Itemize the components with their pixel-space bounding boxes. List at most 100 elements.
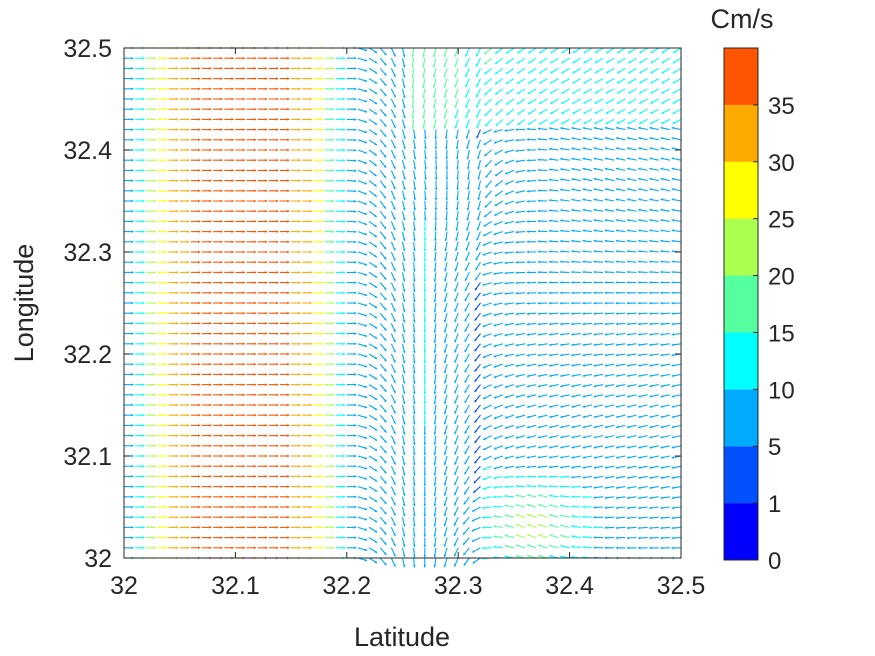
velocity-arrow-head xyxy=(582,281,585,284)
velocity-arrow-head xyxy=(186,240,190,244)
velocity-arrow-head xyxy=(342,271,346,274)
velocity-arrow-head xyxy=(393,288,396,292)
velocity-arrow-head xyxy=(506,91,509,95)
velocity-arrow-head xyxy=(660,208,663,212)
velocity-arrow-head xyxy=(403,146,406,149)
velocity-arrow-head xyxy=(209,220,212,223)
velocity-arrow-head xyxy=(628,70,631,74)
velocity-arrow-head xyxy=(220,118,223,121)
velocity-arrow-head xyxy=(432,105,436,109)
velocity-arrow-head xyxy=(298,424,301,427)
velocity-arrow-head xyxy=(477,156,480,160)
velocity-arrow-head xyxy=(374,305,378,308)
velocity-arrow-head xyxy=(264,464,268,468)
velocity-arrow-head xyxy=(264,250,268,254)
velocity-arrow-head xyxy=(649,425,652,429)
velocity-arrow-head xyxy=(320,342,323,346)
velocity-arrow-head xyxy=(482,376,486,379)
velocity-arrow-head xyxy=(198,383,201,386)
velocity-arrow-head xyxy=(582,343,585,347)
velocity-arrow-head xyxy=(198,128,201,131)
velocity-arrow-head xyxy=(153,311,156,315)
velocity-arrow-head xyxy=(383,460,387,464)
velocity-arrow-head xyxy=(560,494,563,498)
velocity-arrow-head xyxy=(571,250,574,253)
velocity-arrow-head xyxy=(153,464,156,468)
velocity-arrow-head xyxy=(484,214,487,218)
velocity-arrow-head xyxy=(242,107,245,111)
velocity-arrow-head xyxy=(412,565,416,568)
velocity-arrow-head xyxy=(142,260,145,264)
velocity-arrow-head xyxy=(198,454,201,458)
velocity-arrow-head xyxy=(153,281,156,284)
velocity-arrow-head xyxy=(482,253,486,256)
velocity-arrow-head xyxy=(639,101,642,104)
velocity-arrow-head xyxy=(264,158,268,162)
velocity-arrow-head xyxy=(650,91,653,94)
velocity-arrow-head xyxy=(298,413,301,417)
velocity-arrow-head xyxy=(198,138,201,142)
velocity-arrow-head xyxy=(402,544,406,547)
velocity-arrow-head xyxy=(402,432,406,435)
velocity-arrow-head xyxy=(412,422,416,425)
velocity-arrow-head xyxy=(264,301,268,305)
velocity-arrow-head xyxy=(374,458,378,461)
velocity-arrow-head xyxy=(383,552,387,555)
velocity-arrow-head xyxy=(604,239,608,243)
velocity-arrow-head xyxy=(560,374,563,378)
velocity-arrow-head xyxy=(583,111,587,114)
velocity-arrow-head xyxy=(175,526,179,529)
velocity-arrow-head xyxy=(374,204,377,207)
velocity-arrow-head xyxy=(142,220,145,223)
velocity-arrow-head xyxy=(649,516,652,520)
velocity-arrow-head xyxy=(627,198,630,201)
velocity-arrow-head xyxy=(454,258,458,262)
velocity-arrow-head xyxy=(638,496,641,500)
velocity-arrow-head xyxy=(354,118,357,121)
velocity-arrow-head xyxy=(504,202,508,205)
velocity-arrow-head xyxy=(393,370,396,373)
velocity-arrow-head xyxy=(164,220,167,223)
velocity-arrow-head xyxy=(537,281,541,284)
velocity-arrow-head xyxy=(539,81,542,84)
velocity-arrow-head xyxy=(231,454,234,458)
velocity-arrow-head xyxy=(309,301,312,305)
velocity-arrow-head xyxy=(264,291,268,295)
velocity-arrow-head xyxy=(593,384,597,388)
velocity-arrow-head xyxy=(253,342,257,346)
velocity-arrow-head xyxy=(483,396,486,400)
velocity-arrow-head xyxy=(593,291,596,295)
velocity-arrow-head xyxy=(287,332,290,335)
velocity-arrow-head xyxy=(276,393,279,397)
velocity-arrow-head xyxy=(672,101,676,104)
velocity-arrow-head xyxy=(131,281,134,284)
velocity-arrow-head xyxy=(164,138,167,142)
velocity-arrow-head xyxy=(175,138,179,142)
velocity-arrow-head xyxy=(649,435,652,439)
velocity-arrow-head xyxy=(164,424,167,427)
velocity-arrow-head xyxy=(364,151,367,154)
velocity-arrow-head xyxy=(422,85,425,88)
velocity-arrow-head xyxy=(320,413,323,417)
velocity-arrow-head xyxy=(464,329,467,332)
velocity-arrow-head xyxy=(604,136,608,140)
velocity-arrow-head xyxy=(364,466,368,470)
velocity-arrow-head xyxy=(638,188,641,191)
velocity-arrow-head xyxy=(413,218,416,221)
velocity-arrow-head xyxy=(320,230,323,233)
velocity-arrow-head xyxy=(198,77,201,80)
velocity-arrow-head xyxy=(364,242,367,246)
velocity-arrow-head xyxy=(443,309,447,313)
velocity-arrow-head xyxy=(445,187,449,191)
velocity-arrow-head xyxy=(649,384,652,388)
velocity-arrow-head xyxy=(264,179,268,182)
velocity-arrow-head xyxy=(287,424,290,427)
velocity-arrow-head xyxy=(231,138,234,142)
velocity-arrow-head xyxy=(560,353,563,357)
velocity-arrow-head xyxy=(175,281,179,284)
velocity-arrow-head xyxy=(433,554,437,558)
velocity-arrow-head xyxy=(493,313,496,317)
velocity-arrow-head xyxy=(142,148,145,152)
velocity-arrow-head xyxy=(582,394,586,398)
velocity-arrow-head xyxy=(464,491,467,495)
